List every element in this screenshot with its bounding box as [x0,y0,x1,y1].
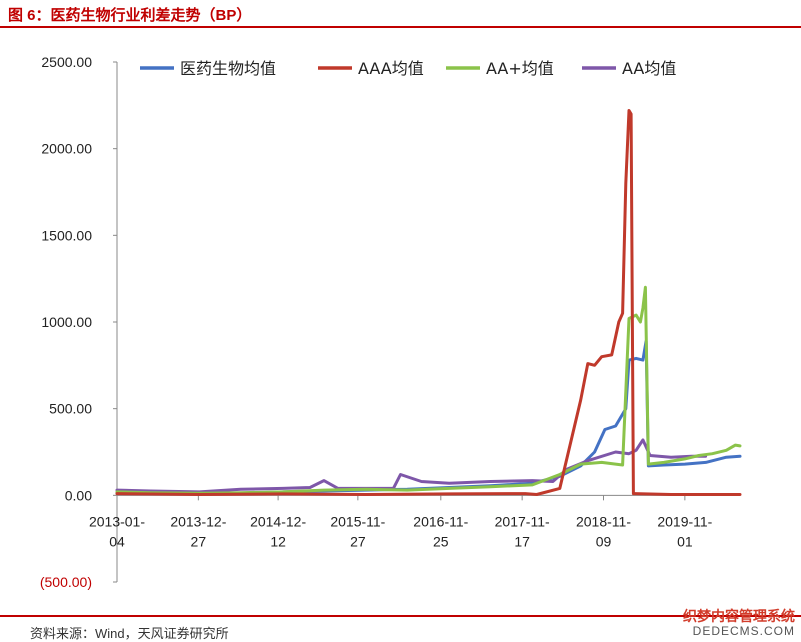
legend-label-aaplus: AA+均值 [486,59,554,78]
x-tick-label: 2018-11-09 [576,513,631,549]
watermark-line1: 织梦内容管理系统 [683,608,795,624]
x-tick-label: 2016-11-25 [413,513,468,549]
legend-label-aa: AA均值 [622,59,676,78]
y-tick-label: 500.00 [49,401,92,417]
y-tick-label: 1500.00 [41,227,92,243]
chart-legend: 医药生物均值 AAA均值 AA+均值 AA均值 [140,59,676,78]
x-tick-label: 2017-11-17 [495,513,550,549]
chart-series [115,109,742,496]
figure-title-bar: 图 6：医药生物行业利差走势（BP） [0,0,801,28]
x-tick-label: 2019-11-01 [657,513,712,549]
y-tick-label: 0.00 [65,487,92,503]
chart-axes: (500.00) 0.00 500.00 1000.00 1500.00 2000.00 2… [40,54,740,590]
spread-line-chart: (500.00) 0.00 500.00 1000.00 1500.00 2000.00 2… [40,54,742,590]
y-tick-label: 2500.00 [41,54,92,70]
legend-label-aaa: AAA均值 [358,59,424,78]
x-tick-label: 2015-11-27 [330,513,385,549]
watermark-line2: DEDECMS.COM [692,624,795,638]
y-tick-label: (500.00) [40,574,92,590]
series-line-aa [115,438,708,494]
watermark: 织梦内容管理系统 DEDECMS.COM [683,609,795,639]
series-line-aaa [115,109,742,496]
x-tick-label: 2014-12-12 [250,513,306,549]
figure-title: 图 6：医药生物行业利差走势（BP） [8,7,252,24]
y-tick-label: 1000.00 [41,314,92,330]
series-line-aaplus [115,285,742,495]
source-note-bar: 资料来源：Wind，天风证券研究所 [0,615,801,641]
x-tick-label: 2013-01-04 [89,513,145,549]
x-tick-label: 2013-12-27 [170,513,226,549]
y-tick-label: 2000.00 [41,141,92,157]
legend-label-med: 医药生物均值 [180,59,276,78]
source-note: 资料来源：Wind，天风证券研究所 [30,626,229,641]
